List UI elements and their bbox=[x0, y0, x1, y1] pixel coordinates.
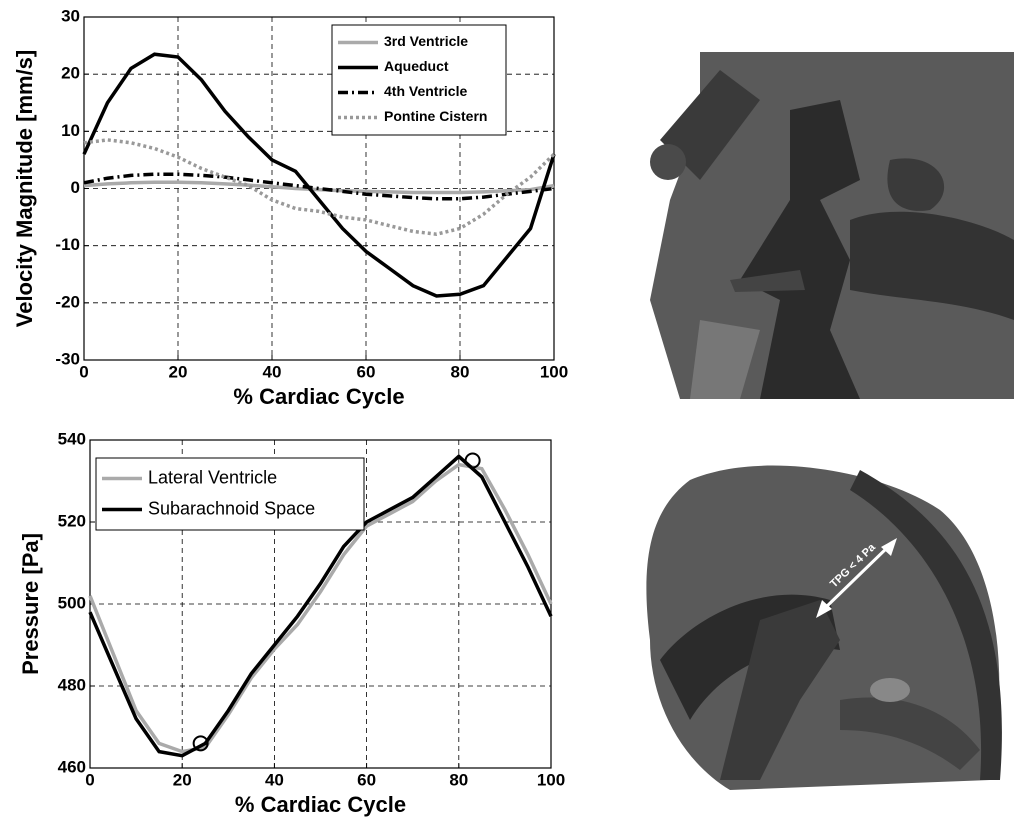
legend-label: Aqueduct bbox=[384, 58, 449, 74]
render-bottom: TPG < 4 Pa bbox=[646, 465, 1002, 790]
legend-box bbox=[95, 457, 365, 531]
y-tick-label: 540 bbox=[58, 429, 86, 448]
y-axis-label: Pressure [Pa] bbox=[18, 533, 43, 675]
y-tick-label: 10 bbox=[61, 121, 80, 140]
x-tick-label: 20 bbox=[173, 770, 192, 789]
y-axis-label: Velocity Magnitude [mm/s] bbox=[12, 50, 37, 328]
x-tick-label: 40 bbox=[263, 362, 282, 381]
legend-label: Lateral Ventricle bbox=[148, 467, 277, 487]
y-tick-label: -10 bbox=[55, 235, 80, 254]
y-tick-label: 460 bbox=[58, 757, 86, 776]
series-line bbox=[82, 52, 556, 298]
y-tick-label: 520 bbox=[58, 511, 86, 530]
x-tick-label: 0 bbox=[85, 770, 94, 789]
legend-label: Pontine Cistern bbox=[384, 108, 487, 124]
legend-label: Subarachnoid Space bbox=[148, 498, 315, 518]
marker bbox=[192, 735, 209, 752]
render-top bbox=[645, 52, 1014, 399]
series-line bbox=[83, 172, 555, 201]
y-tick-label: 480 bbox=[58, 675, 86, 694]
x-tick-label: 20 bbox=[169, 362, 188, 381]
x-tick-label: 100 bbox=[540, 362, 568, 381]
x-axis-label: % Cardiac Cycle bbox=[235, 792, 406, 817]
y-tick-label: 0 bbox=[71, 178, 80, 197]
series-line bbox=[83, 180, 555, 195]
y-tick-label: 30 bbox=[61, 6, 80, 25]
y-tick-label: 20 bbox=[61, 64, 80, 83]
x-tick-label: 80 bbox=[449, 770, 468, 789]
x-tick-label: 40 bbox=[265, 770, 284, 789]
plot-frame bbox=[83, 16, 555, 361]
x-tick-label: 80 bbox=[451, 362, 470, 381]
y-tick-label: -20 bbox=[55, 292, 80, 311]
y-tick-label: 500 bbox=[58, 593, 86, 612]
marker bbox=[464, 452, 481, 469]
series-line bbox=[88, 454, 553, 758]
x-tick-label: 60 bbox=[357, 770, 376, 789]
x-axis-label: % Cardiac Cycle bbox=[233, 384, 404, 409]
x-tick-label: 100 bbox=[537, 770, 565, 789]
y-tick-label: -30 bbox=[55, 349, 80, 368]
legend-label: 3rd Ventricle bbox=[384, 33, 468, 49]
series-line bbox=[83, 138, 556, 236]
x-tick-label: 0 bbox=[79, 362, 88, 381]
legend-label: 4th Ventricle bbox=[384, 83, 467, 99]
x-tick-label: 60 bbox=[357, 362, 376, 381]
